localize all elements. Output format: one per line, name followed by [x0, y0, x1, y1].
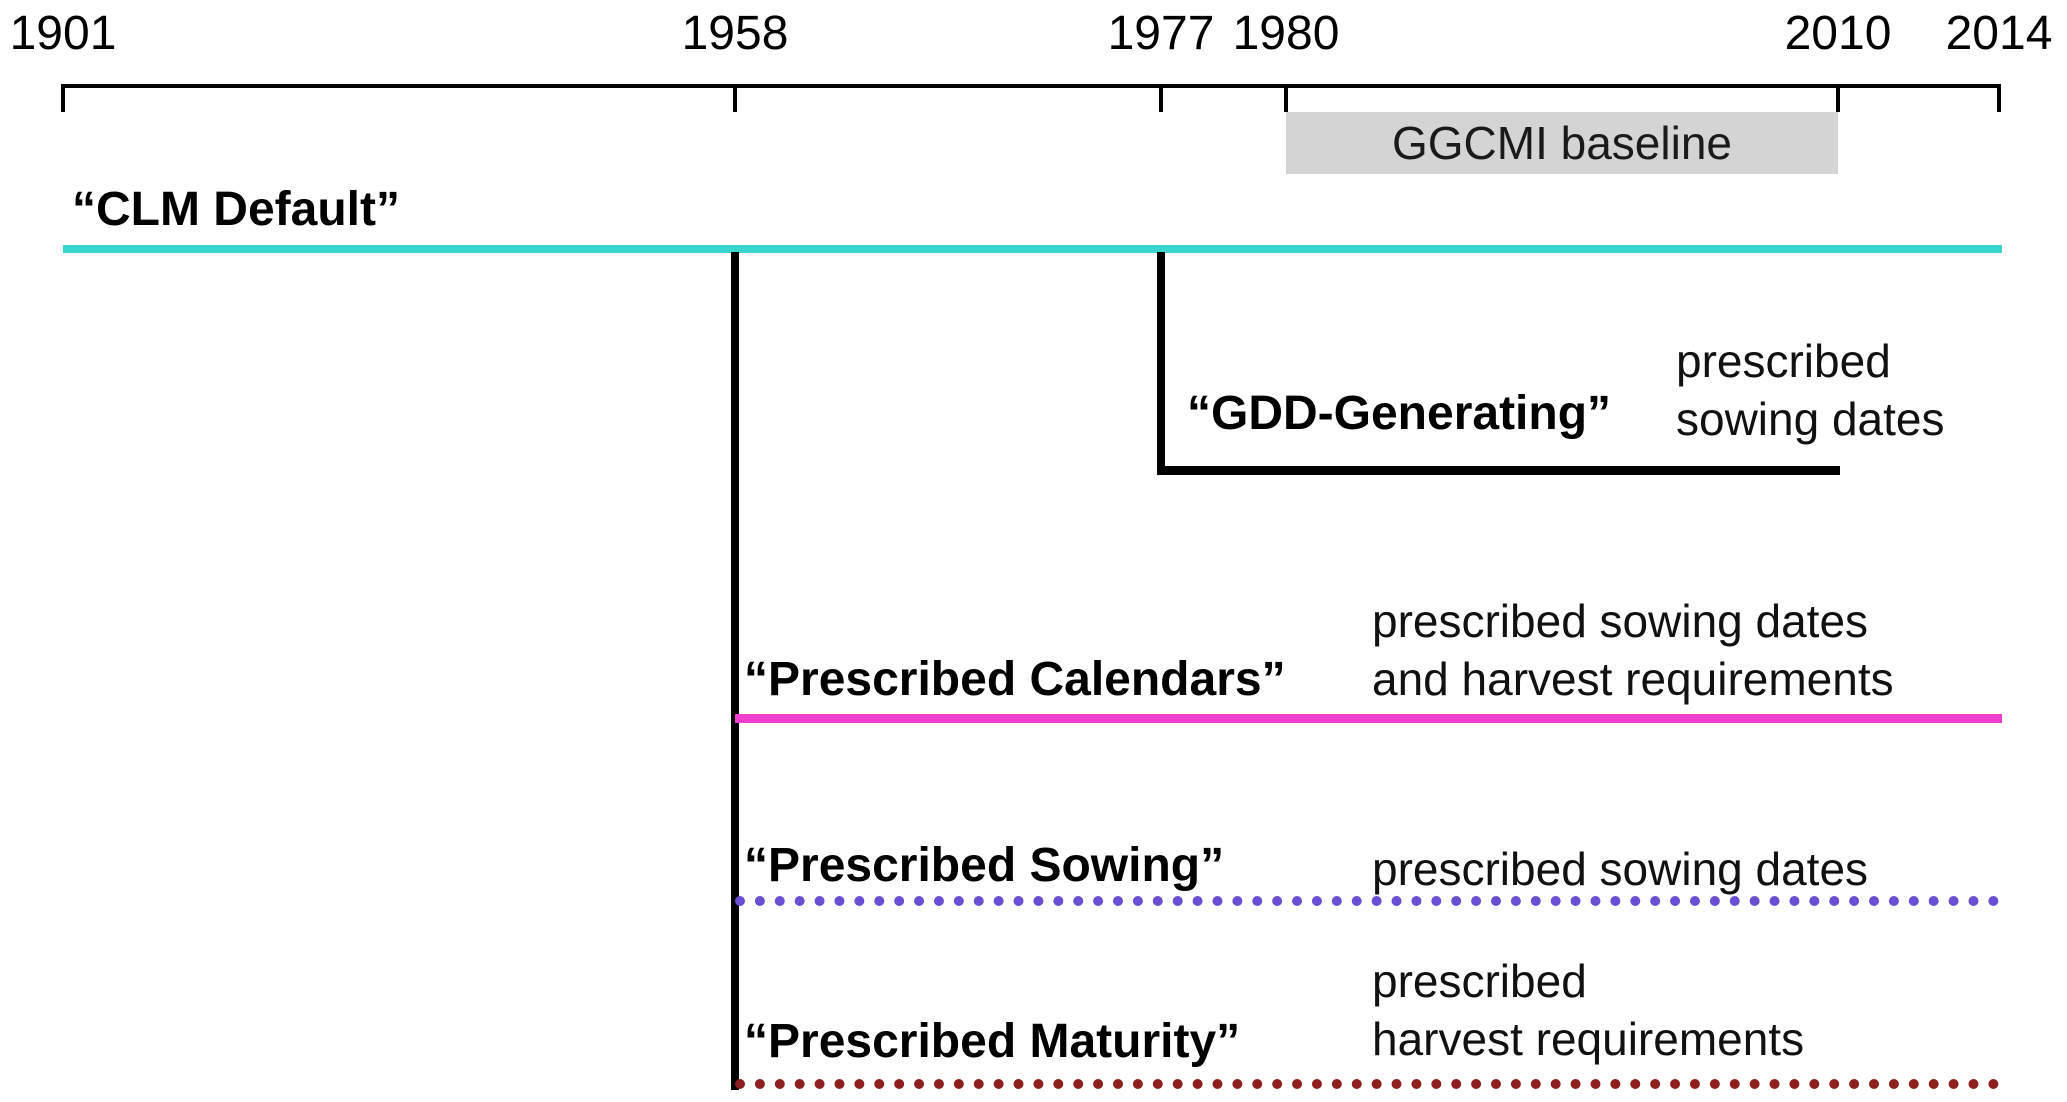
axis-tick-2010 [1836, 84, 1840, 112]
annotation-line: prescribed sowing dates [1372, 595, 1869, 647]
annotation-line: prescribed sowing dates [1372, 843, 1869, 895]
axis-tick-1901 [61, 84, 65, 112]
annotation-line: harvest requirements [1372, 1013, 1805, 1065]
timeline-axis [63, 84, 2001, 88]
ggcmi-baseline-box: GGCMI baseline [1286, 112, 1838, 174]
run-label-prescribed-calendars: “Prescribed Calendars” [744, 653, 1286, 706]
annotation-line: prescribed [1676, 335, 1891, 387]
axis-tick-1977 [1159, 84, 1163, 112]
year-label-2014: 2014 [1945, 7, 2053, 60]
annotation-line: sowing dates [1676, 393, 1945, 445]
annotation-prescribed-calendars: prescribed sowing dates and harvest requ… [1372, 592, 1894, 708]
run-label-prescribed-sowing: “Prescribed Sowing” [744, 839, 1225, 892]
annotation-line: prescribed [1372, 955, 1587, 1007]
year-label-1958: 1958 [681, 7, 789, 60]
run-label-gdd-generating: “GDD-Generating” [1187, 387, 1612, 440]
run-line-gdd-generating [1157, 466, 1840, 475]
annotation-gdd-generating: prescribed sowing dates [1676, 332, 1945, 448]
year-label-1901: 1901 [9, 7, 117, 60]
run-line-prescribed-maturity [735, 1079, 1999, 1089]
axis-tick-1958 [733, 84, 737, 112]
axis-tick-2014 [1997, 84, 2001, 112]
branch-line-1977 [1157, 252, 1165, 475]
axis-tick-1980 [1284, 84, 1288, 112]
run-label-clm-default: “CLM Default” [72, 183, 400, 236]
run-line-clm-default [63, 245, 2002, 253]
annotation-prescribed-maturity: prescribed harvest requirements [1372, 952, 1804, 1068]
year-label-1980: 1980 [1232, 7, 1340, 60]
year-label-1977: 1977 [1107, 7, 1215, 60]
run-line-prescribed-sowing [735, 896, 1999, 906]
ggcmi-baseline-label: GGCMI baseline [1391, 117, 1732, 169]
annotation-prescribed-sowing: prescribed sowing dates [1372, 840, 1868, 898]
year-label-2010: 2010 [1784, 7, 1892, 60]
branch-line-1958 [731, 252, 739, 1090]
run-label-prescribed-maturity: “Prescribed Maturity” [744, 1015, 1241, 1068]
annotation-line: and harvest requirements [1372, 653, 1894, 705]
run-line-prescribed-calendars [735, 714, 2002, 723]
